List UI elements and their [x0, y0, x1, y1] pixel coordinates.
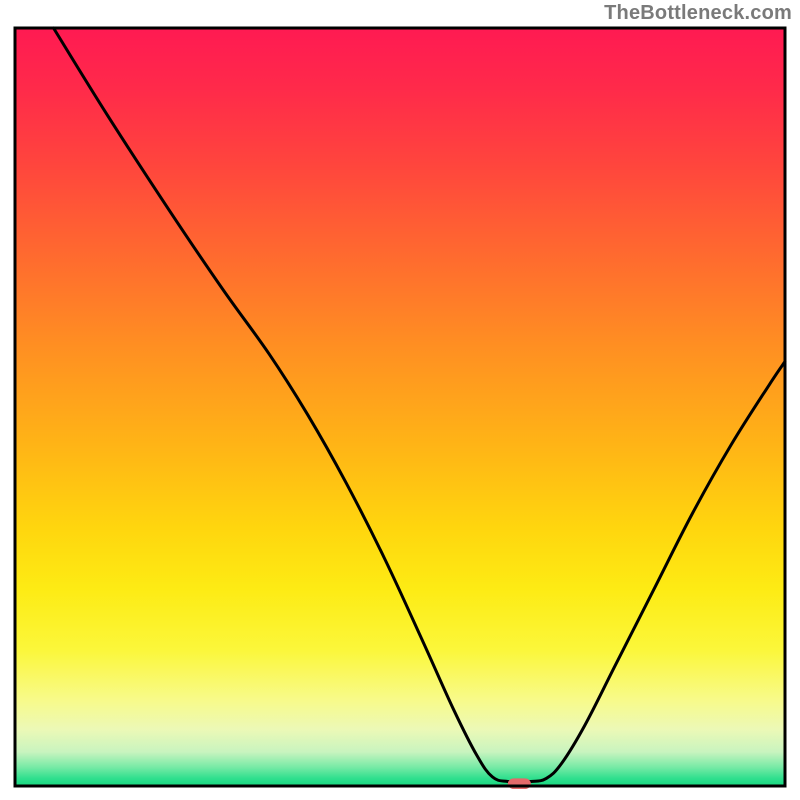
gradient-background [15, 28, 785, 786]
watermark-text: TheBottleneck.com [604, 2, 792, 25]
chart-container: TheBottleneck.com [0, 0, 800, 800]
bottleneck-chart [0, 0, 800, 800]
